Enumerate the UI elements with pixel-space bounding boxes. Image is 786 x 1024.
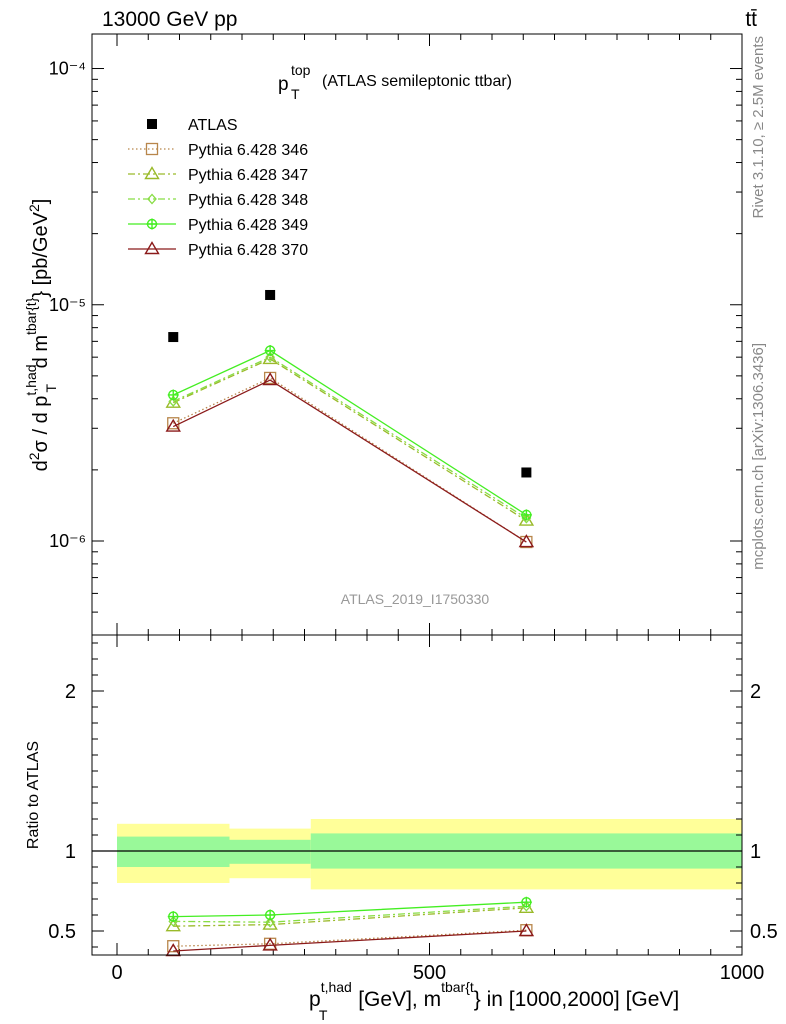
legend-marker xyxy=(144,241,160,255)
green-band-0 xyxy=(117,836,230,867)
x-axis-label: pt,had T [GeV], mtbar{t} in [1000,2000] [… xyxy=(309,979,679,1023)
main-point-4-2-cross xyxy=(520,509,532,521)
main-y-tick-label: 10⁻⁵ xyxy=(49,295,86,315)
main-point-0-0 xyxy=(168,332,179,343)
analysis-watermark: ATLAS_2019_I1750330 xyxy=(341,591,490,607)
legend-label: ATLAS xyxy=(188,117,238,134)
rivet-label: Rivet 3.1.10, ≥ 2.5M events xyxy=(750,36,767,219)
title-rest: (ATLAS semileptonic ttbar) xyxy=(322,73,512,90)
main-y-axis-label: d2σ / d pt,had T d mtbar{t}} [pb/GeV2] xyxy=(23,199,59,472)
main-point-3-1 xyxy=(265,351,275,363)
title-superscript: top xyxy=(291,62,311,78)
ratio-point-2-1 xyxy=(265,916,275,928)
main-point-3-0 xyxy=(168,395,179,407)
main-series-2 xyxy=(165,351,535,526)
main-y-tick-label: 10⁻⁶ xyxy=(49,531,86,551)
ratio-y-tick-label-left: 2 xyxy=(65,681,76,703)
legend-marker-cross xyxy=(146,218,158,230)
main-y-tick-label: 10⁻⁴ xyxy=(49,59,86,79)
mcplots-label: mcplots.cern.ch [arXiv:1306.3436] xyxy=(750,343,767,570)
ratio-point-1-0 xyxy=(165,918,181,932)
ratio-point-2-2 xyxy=(521,900,532,912)
main-point-0-2 xyxy=(521,467,532,478)
legend-item: Pythia 6.428 349 xyxy=(128,217,308,234)
main-point-5-1 xyxy=(262,372,278,386)
legend-marker xyxy=(147,193,157,205)
legend-label: Pythia 6.428 348 xyxy=(188,192,308,209)
ratio-y-tick-label-left: 1 xyxy=(65,841,76,863)
legend-marker xyxy=(144,166,160,180)
main-series-4 xyxy=(167,345,532,521)
main-series-line-3 xyxy=(172,356,527,519)
title-main: p xyxy=(278,74,289,95)
ratio-y-tick-label-right: 0.5 xyxy=(750,921,778,943)
ratio-point-4-2 xyxy=(518,923,535,937)
main-point-4-1-cross xyxy=(264,345,276,357)
legend-item: ATLAS xyxy=(147,117,238,134)
ratio-series-line-0 xyxy=(173,929,527,947)
main-series-line-4 xyxy=(172,349,527,516)
ratio-panel: 0.5 0.5 1 1 2 2 0 500 1000 Ratio to ATLAS xyxy=(25,634,778,984)
ratio-series-3 xyxy=(167,896,532,923)
ratio-point-3-1-cross xyxy=(264,909,276,921)
ratio-point-4-1 xyxy=(262,937,278,951)
legend-marker xyxy=(145,142,159,156)
ratio-series-line-4 xyxy=(173,930,527,952)
main-panel: 10⁻⁶ 10⁻⁵ 10⁻⁴ p top T (ATLAS semileptonic… xyxy=(23,33,743,636)
x-tick-label: 0 xyxy=(111,962,122,984)
process-label: tt̄ xyxy=(745,8,757,31)
legend-item: Pythia 6.428 348 xyxy=(128,192,308,209)
main-point-0-1 xyxy=(265,289,276,300)
ratio-y-tick-label-left: 0.5 xyxy=(48,921,76,943)
energy-label: 13000 GeV pp xyxy=(102,8,237,31)
x-tick-label: 500 xyxy=(413,962,446,984)
legend-item: Pythia 6.428 346 xyxy=(128,142,308,159)
main-point-3-2 xyxy=(521,512,532,524)
legend-label: Pythia 6.428 370 xyxy=(188,242,308,259)
x-tick-label: 1000 xyxy=(720,962,765,984)
main-point-5-0 xyxy=(165,418,181,432)
title-subscript: T xyxy=(291,86,300,102)
ratio-y-tick-label-right: 2 xyxy=(750,681,761,703)
ratio-series-line-1 xyxy=(173,907,527,927)
ratio-series-group xyxy=(165,896,535,957)
main-series-line-1 xyxy=(172,377,527,543)
green-band-1 xyxy=(229,839,311,864)
ratio-y-axis-label: Ratio to ATLAS xyxy=(25,741,42,849)
main-axis-ticks: 10⁻⁶ 10⁻⁵ 10⁻⁴ xyxy=(49,34,743,636)
legend: ATLAS Pythia 6.428 346 Pythia 6.428 347 Pyt… xyxy=(128,117,308,259)
plot-title: p top T (ATLAS semileptonic ttbar) xyxy=(278,62,512,102)
ratio-frame xyxy=(91,634,743,956)
ratio-axis-ticks: 0.5 0.5 1 1 2 2 0 500 1000 xyxy=(48,635,778,984)
main-series-group xyxy=(165,289,535,549)
legend-label: Pythia 6.428 349 xyxy=(188,217,308,234)
legend-item: Pythia 6.428 370 xyxy=(128,241,308,259)
ratio-y-tick-label-right: 1 xyxy=(750,841,761,863)
main-series-line-2 xyxy=(172,358,527,522)
legend-label: Pythia 6.428 347 xyxy=(188,167,308,184)
legend-marker xyxy=(147,119,157,129)
ratio-series-line-2 xyxy=(173,905,527,923)
ratio-uncertainty-bands xyxy=(92,819,742,890)
main-point-5-2 xyxy=(518,534,535,548)
main-series-1 xyxy=(167,371,533,549)
main-series-line-5 xyxy=(172,379,527,543)
ratio-series-2 xyxy=(168,900,532,928)
legend-label: Pythia 6.428 346 xyxy=(188,142,308,159)
ratio-point-3-2-cross xyxy=(520,896,532,908)
main-series-0 xyxy=(168,289,532,478)
legend-item: Pythia 6.428 347 xyxy=(128,166,308,184)
main-series-5 xyxy=(165,372,535,548)
ratio-point-3-0-cross xyxy=(167,911,179,923)
main-series-3 xyxy=(168,351,532,524)
ratio-point-0-0 xyxy=(167,940,180,953)
main-point-4-0-cross xyxy=(167,389,179,401)
